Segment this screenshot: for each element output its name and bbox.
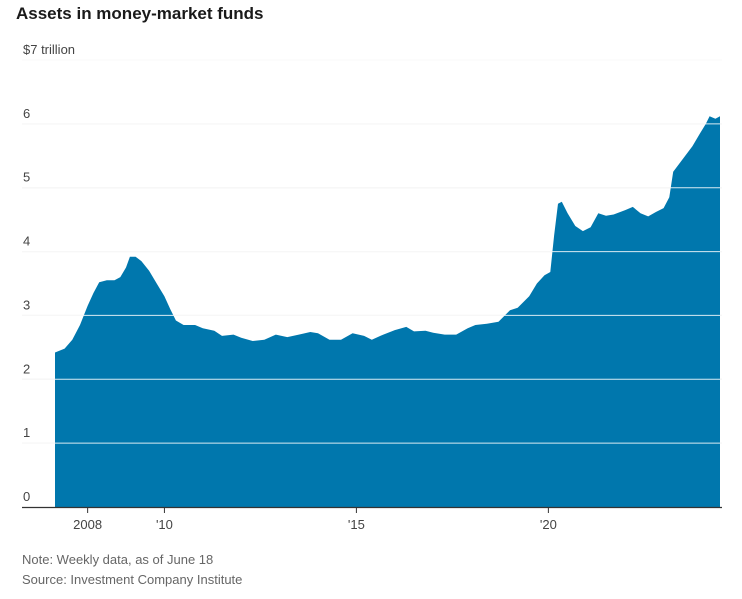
y-tick-label: 4	[23, 234, 30, 249]
chart-source: Source: Investment Company Institute	[22, 572, 243, 587]
chart-svg: $7 trillion 6 5 4 3 2 1 0 2008 '10 '15 '20	[22, 42, 722, 532]
y-tick-label: 3	[23, 297, 30, 312]
y-axis-labels: $7 trillion 6 5 4 3 2 1 0	[23, 42, 75, 504]
y-tick-label: 6	[23, 106, 30, 121]
x-tick-label: '20	[540, 517, 557, 532]
chart-title: Assets in money-market funds	[16, 4, 264, 23]
x-axis-labels: 2008 '10 '15 '20	[73, 507, 557, 532]
y-tick-label: 0	[23, 489, 30, 504]
chart-note: Note: Weekly data, as of June 18	[22, 552, 214, 567]
x-tick-label: '15	[348, 517, 365, 532]
y-tick-label: 1	[23, 425, 30, 440]
y-tick-label: 2	[23, 361, 30, 376]
x-tick-label: '10	[156, 517, 173, 532]
y-tick-label: 5	[23, 170, 30, 185]
x-tick-label: 2008	[73, 517, 102, 532]
area-layer	[22, 59, 722, 507]
y-tick-label: $7 trillion	[23, 42, 75, 57]
series-area-assets	[55, 116, 720, 507]
